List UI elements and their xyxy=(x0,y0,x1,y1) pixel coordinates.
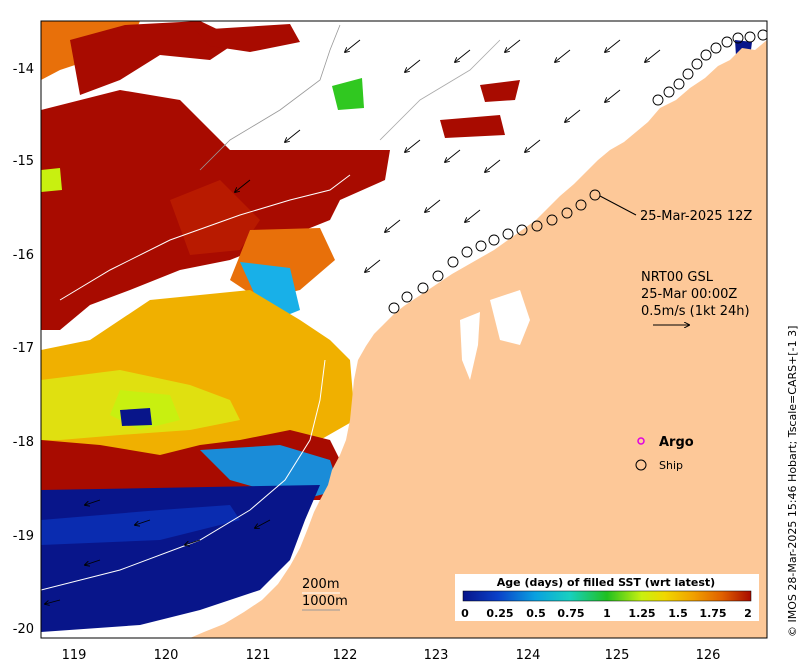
y-tick: -18 xyxy=(13,435,34,450)
x-tick: 119 xyxy=(62,648,87,663)
argo-legend-label: Argo xyxy=(659,435,694,450)
x-tick: 122 xyxy=(333,648,358,663)
current-vectors xyxy=(45,39,661,604)
colorbar-tick: 1.75 xyxy=(699,607,726,620)
x-axis: 119 120 121 122 123 124 125 126 xyxy=(62,648,721,663)
colorbar-gradient xyxy=(462,590,752,602)
colorbar-tick: 0.25 xyxy=(486,607,513,620)
y-tick: -14 xyxy=(13,62,34,77)
current-source: NRT00 GSL xyxy=(641,270,714,285)
x-tick: 120 xyxy=(154,648,179,663)
credit-text: © IMOS 28-Mar-2025 15:46 Hobart; Tscale=… xyxy=(786,326,799,637)
colorbar-tick: 0.5 xyxy=(526,607,546,620)
y-tick: -15 xyxy=(13,154,34,169)
y-tick: -20 xyxy=(13,622,34,637)
bathymetry-contours xyxy=(41,24,501,591)
x-tick: 123 xyxy=(424,648,449,663)
x-tick: 125 xyxy=(605,648,630,663)
contour-200-label: 200m xyxy=(302,577,339,592)
y-tick: -16 xyxy=(13,248,34,263)
y-axis: -14 -15 -16 -17 -18 -19 -20 xyxy=(13,62,34,637)
sst-age-field xyxy=(41,21,752,632)
colorbar-tick: 1 xyxy=(603,607,611,620)
ship-legend-label: Ship xyxy=(659,459,683,472)
ship-track xyxy=(388,29,767,314)
colorbar-tick: 0 xyxy=(461,607,469,620)
colorbar-tick: 1.5 xyxy=(668,607,688,620)
y-tick: -19 xyxy=(13,529,34,544)
colorbar-title: Age (days) of filled SST (wrt latest) xyxy=(497,576,715,589)
x-tick: 126 xyxy=(696,648,721,663)
argo-marker xyxy=(637,437,645,445)
colorbar-tick: 0.75 xyxy=(557,607,584,620)
x-tick: 121 xyxy=(246,648,271,663)
colorbar: Age (days) of filled SST (wrt latest) 0 … xyxy=(455,574,759,621)
colorbar-tick: 2 xyxy=(744,607,752,620)
current-scale: 0.5m/s (1kt 24h) xyxy=(641,304,750,319)
colorbar-tick: 1.25 xyxy=(628,607,655,620)
ship-marker xyxy=(635,459,647,471)
contour-1000-label: 1000m xyxy=(302,594,348,609)
x-tick: 124 xyxy=(516,648,541,663)
current-date: 25-Mar 00:00Z xyxy=(641,287,737,302)
ship-track-date: 25-Mar-2025 12Z xyxy=(640,209,752,224)
australia-land xyxy=(190,40,767,638)
map-area xyxy=(41,21,767,638)
map-frame xyxy=(40,20,768,639)
y-tick: -17 xyxy=(13,341,34,356)
